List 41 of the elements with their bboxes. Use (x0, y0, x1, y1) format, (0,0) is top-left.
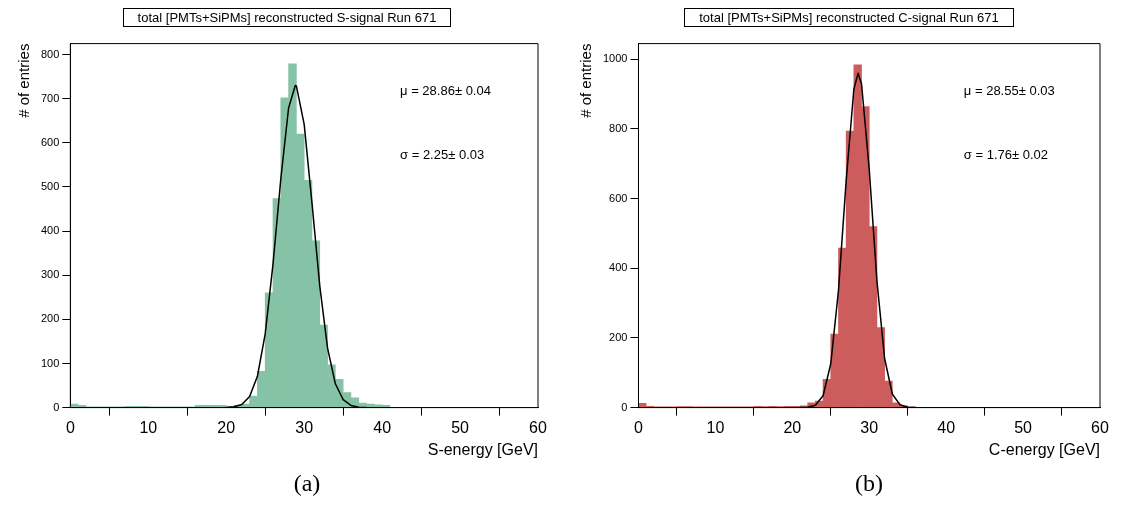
y-tick-label: 500 (40, 180, 60, 193)
y-tick-label: 200 (40, 312, 60, 325)
y-tick-label: 1000 (602, 52, 628, 65)
x-tick-label: 50 (1014, 418, 1033, 436)
y-tick-label: 400 (609, 261, 628, 274)
x-tick-label: 40 (373, 418, 392, 436)
text: (a) (292, 470, 322, 497)
x-tick-label: 10 (706, 418, 725, 436)
y-tick-label: 300 (40, 268, 60, 281)
x-axis-title: S-energy [GeV] (427, 440, 538, 458)
x-tick-label: 30 (295, 418, 314, 436)
y-tick-label: 0 (53, 400, 60, 413)
x-tick-label: 30 (860, 418, 879, 436)
y-tick-label: 600 (40, 135, 60, 148)
chart-title: total [PMTs+SiPMs] reconstructed S-signal Run 671 (122, 8, 452, 27)
x-axis-title: C-energy [GeV] (988, 440, 1100, 458)
annotation: μ = 28.86± 0.04 (400, 83, 491, 99)
x-tick-label: 20 (217, 418, 236, 436)
y-tick-label: 0 (621, 400, 628, 413)
x-tick-label: 0 (65, 418, 75, 436)
annotation: μ = 28.55± 0.03 (963, 83, 1055, 99)
x-tick-label: 10 (139, 418, 158, 436)
y-tick-label: 400 (40, 224, 60, 237)
x-tick-label: 0 (634, 418, 644, 436)
y-tick-label: 800 (609, 121, 628, 134)
x-tick-label: 40 (937, 418, 956, 436)
annotation: σ = 2.25± 0.03 (400, 147, 485, 163)
chart-title: total [PMTs+SiPMs] reconstructed C-signal Run 671 (684, 8, 1014, 27)
x-tick-label: 60 (529, 418, 547, 436)
y-axis-title: # of entries (15, 43, 33, 118)
y-axis-title: # of entries (577, 43, 595, 118)
annotation: σ = 1.76± 0.02 (963, 147, 1049, 163)
y-tick-label: 700 (40, 91, 60, 104)
text: (b) (854, 470, 884, 497)
x-tick-label: 60 (1091, 418, 1109, 436)
y-tick-label: 800 (40, 47, 60, 60)
x-tick-label: 50 (451, 418, 470, 436)
y-tick-label: 200 (609, 330, 628, 343)
y-tick-label: 600 (609, 191, 628, 204)
x-tick-label: 20 (783, 418, 802, 436)
y-tick-label: 100 (40, 356, 60, 369)
